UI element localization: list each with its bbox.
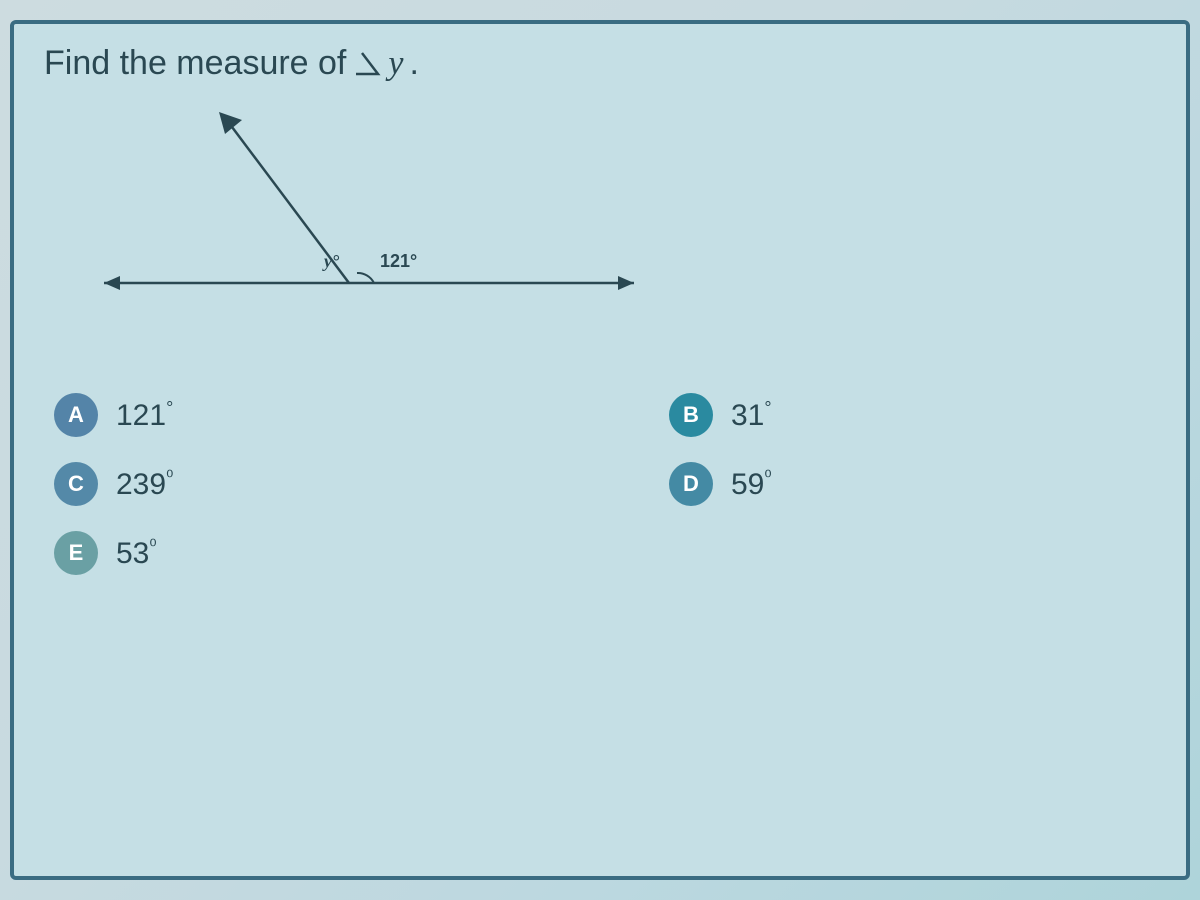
angle-label-given: 121°: [380, 251, 417, 272]
option-a[interactable]: A 121°: [54, 393, 559, 437]
option-letter-a: A: [54, 393, 98, 437]
angle-symbol-icon: [352, 49, 382, 79]
option-letter-e: E: [54, 531, 98, 575]
option-e[interactable]: E 53⁰: [54, 531, 559, 575]
option-value-a: 121°: [116, 398, 173, 433]
option-c[interactable]: C 239⁰: [54, 462, 559, 506]
option-value-d: 59⁰: [731, 467, 772, 502]
option-value-c: 239⁰: [116, 467, 173, 502]
option-letter-b: B: [669, 393, 713, 437]
option-b[interactable]: B 31°: [589, 393, 1094, 437]
diagram-svg: [74, 103, 674, 343]
options-area: A 121° B 31° C 239⁰ D 59⁰ E 5: [44, 393, 1094, 575]
question-panel: Find the measure of y . y° 121°: [10, 20, 1190, 880]
option-letter-d: D: [669, 462, 713, 506]
option-value-e: 53⁰: [116, 536, 157, 571]
question-prefix: Find the measure of: [44, 44, 346, 83]
option-letter-c: C: [54, 462, 98, 506]
option-value-b: 31°: [731, 398, 772, 433]
option-d[interactable]: D 59⁰: [589, 462, 1094, 506]
angle-label-y: y°: [324, 251, 339, 272]
angle-diagram: y° 121°: [74, 103, 674, 343]
question-text: Find the measure of y .: [44, 44, 1156, 83]
angle-variable: y: [388, 45, 403, 83]
question-suffix: .: [409, 44, 418, 83]
